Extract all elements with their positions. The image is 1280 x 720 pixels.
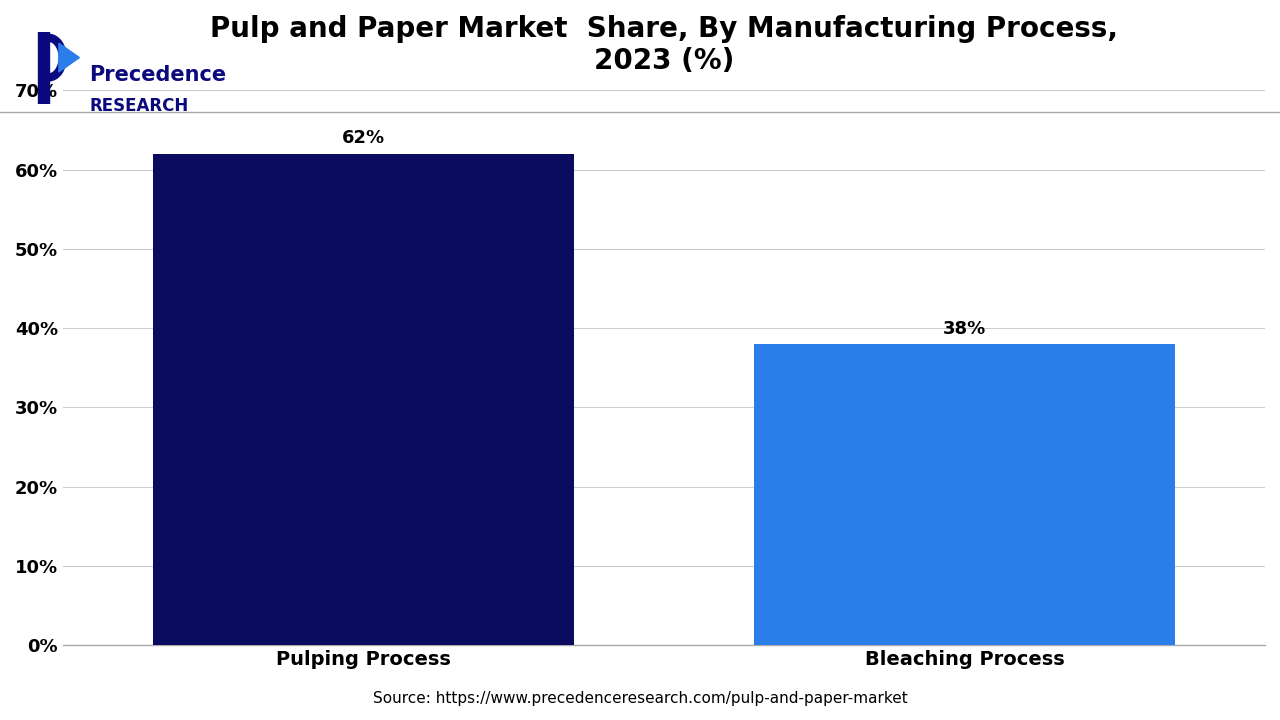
Polygon shape	[59, 43, 79, 72]
Text: 62%: 62%	[342, 130, 385, 148]
Title: Pulp and Paper Market  Share, By Manufacturing Process,
2023 (%): Pulp and Paper Market Share, By Manufact…	[210, 15, 1117, 76]
Text: Source: https://www.precedenceresearch.com/pulp-and-paper-market: Source: https://www.precedenceresearch.c…	[372, 690, 908, 706]
Bar	[38, 32, 49, 104]
Text: RESEARCH: RESEARCH	[90, 97, 189, 115]
Bar	[754, 344, 1175, 645]
Text: Precedence: Precedence	[90, 65, 227, 85]
Text: 38%: 38%	[943, 320, 986, 338]
Bar	[154, 153, 573, 645]
